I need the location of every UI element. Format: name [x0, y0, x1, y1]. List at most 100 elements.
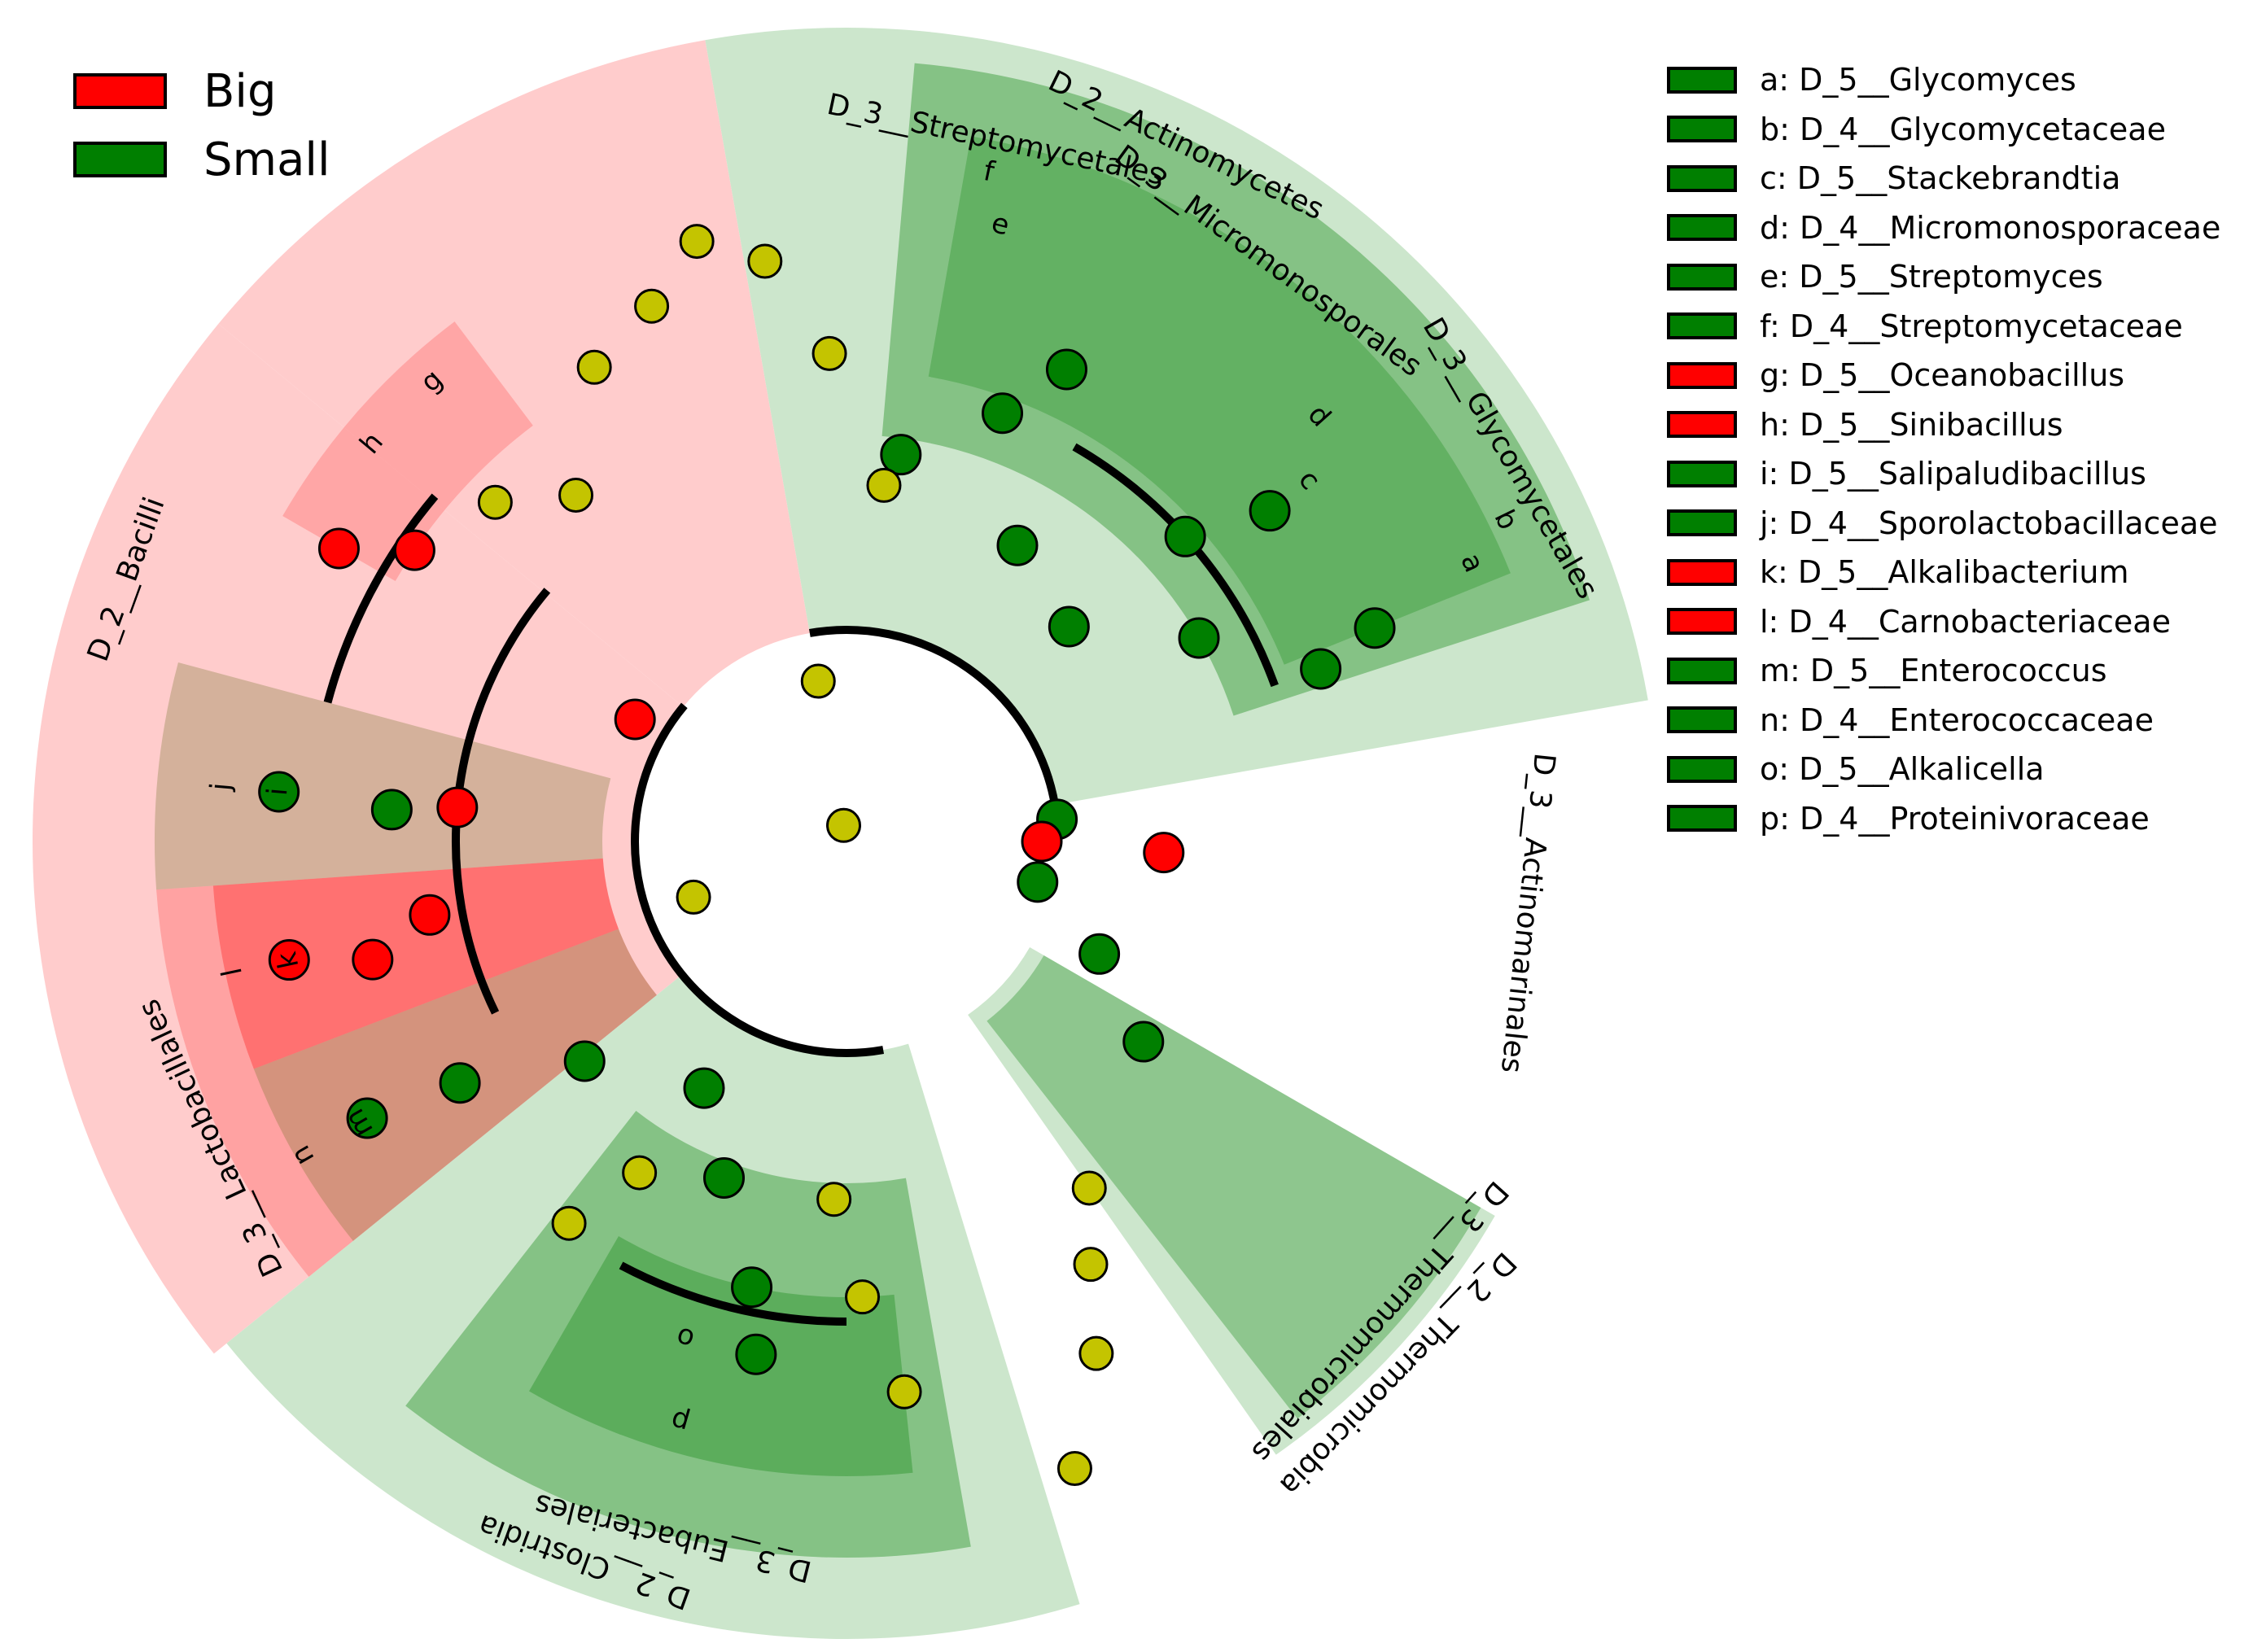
taxa-label-a: a: D_5__Glycomyces — [1760, 62, 2076, 98]
carnobacteriaceae-sector — [212, 858, 619, 1069]
taxa-label-l: l: D_4__Carnobacteriaceae — [1760, 603, 2171, 640]
node-25 — [1249, 490, 1291, 532]
taxa-swatch-b — [1667, 116, 1737, 143]
node-42 — [886, 1374, 922, 1409]
taxa-legend-row-d: d: D_4__Micromonosporaceae — [1667, 203, 2220, 253]
node-24 — [1164, 515, 1206, 557]
taxa-swatch-h — [1667, 411, 1737, 439]
node-11 — [477, 484, 513, 520]
taxa-swatch-i — [1667, 460, 1737, 487]
taxa-legend-row-o: o: D_5__Alkalicella — [1667, 745, 2220, 794]
taxa-legend-row-e: e: D_5__Streptomyces — [1667, 252, 2220, 302]
node-49 — [676, 879, 711, 915]
small-legend-label: Small — [203, 133, 330, 186]
node-27 — [1354, 607, 1396, 649]
taxa-legend-row-p: p: D_4__Proteinivoraceae — [1667, 794, 2220, 844]
taxa-swatch-f — [1667, 312, 1737, 340]
thermomicrobia-order-sector — [986, 955, 1481, 1419]
taxa-legend-row-l: l: D_4__Carnobacteriaceae — [1667, 597, 2220, 647]
sporolactobacillaceae-sector — [154, 662, 611, 890]
node-37 — [1073, 1247, 1109, 1283]
node-51 — [826, 807, 862, 843]
taxa-swatch-a — [1667, 66, 1737, 94]
bacillaceae-sector — [282, 321, 533, 581]
group-legend: Big Small — [73, 57, 330, 194]
taxa-swatch-o — [1667, 755, 1737, 783]
taxa-label-p: p: D_4__Proteinivoraceae — [1760, 800, 2150, 837]
actinomycetes-family-sector — [928, 136, 1511, 665]
node-46 — [735, 1333, 777, 1375]
group-legend-small: Small — [73, 125, 330, 194]
big-swatch — [73, 73, 167, 109]
taxa-label-c: c: D_5__Stackebrandtia — [1760, 160, 2121, 197]
taxa-label-o: o: D_5__Alkalicella — [1760, 751, 2045, 788]
node-26 — [1300, 648, 1342, 690]
taxa-swatch-g — [1667, 361, 1737, 389]
node-39 — [1056, 1451, 1092, 1487]
node-40 — [816, 1182, 852, 1217]
taxa-legend-row-g: g: D_5__Oceanobacillus — [1667, 351, 2220, 400]
node-44 — [703, 1156, 746, 1199]
node-47 — [622, 1155, 658, 1191]
node-22 — [1045, 348, 1087, 391]
node-35 — [1143, 832, 1185, 874]
taxa-legend-row-a: a: D_5__Glycomyces — [1667, 55, 2220, 105]
big-sector — [218, 40, 810, 707]
node-3 — [352, 938, 394, 981]
clostridia-order-sector — [405, 1110, 971, 1558]
node-38 — [1078, 1335, 1114, 1371]
backbone-arc-clostridia — [619, 1261, 847, 1326]
node-0 — [614, 698, 656, 741]
clade-label-6: D_3__Actinomarinales — [1494, 751, 1561, 1074]
taxa-legend: a: D_5__Glycomyces b: D_4__Glycomycetacea… — [1667, 55, 2220, 843]
taxa-swatch-l — [1667, 608, 1737, 636]
node-18 — [1048, 605, 1090, 648]
node-45 — [731, 1266, 773, 1309]
taxa-legend-row-m: m: D_5__Enterococcus — [1667, 646, 2220, 696]
taxa-legend-row-c: c: D_5__Stackebrandtia — [1667, 154, 2220, 203]
node-36 — [1071, 1170, 1107, 1206]
taxa-swatch-e — [1667, 263, 1737, 291]
node-4 — [268, 939, 310, 981]
taxa-label-m: m: D_5__Enterococcus — [1760, 653, 2107, 689]
taxa-swatch-d — [1667, 214, 1737, 242]
taxa-swatch-n — [1667, 706, 1737, 734]
node-20 — [880, 434, 922, 476]
node-31 — [747, 243, 783, 279]
node-41 — [845, 1279, 881, 1315]
backbone-arc-bacillales — [323, 493, 439, 704]
taxa-label-n: n: D_4__Enterococcaceae — [1760, 701, 2154, 738]
taxa-legend-row-b: b: D_4__Glycomycetaceae — [1667, 105, 2220, 155]
node-15 — [393, 529, 435, 571]
small-sector — [705, 28, 1648, 805]
node-50 — [800, 663, 836, 699]
taxa-swatch-j — [1667, 509, 1737, 537]
node-48 — [551, 1205, 587, 1241]
small-swatch — [73, 142, 167, 177]
node-19 — [996, 524, 1039, 566]
taxa-label-k: k: D_5__Alkalibacterium — [1760, 554, 2129, 591]
node-6 — [439, 1062, 481, 1104]
taxon-letter-i: i — [261, 786, 295, 797]
clade-sectors — [32, 28, 1648, 1639]
node-16 — [317, 527, 360, 570]
node-34 — [1122, 1020, 1165, 1063]
taxa-swatch-m — [1667, 657, 1737, 684]
taxa-legend-row-j: j: D_4__Sporolactobacillaceae — [1667, 499, 2220, 548]
taxa-label-j: j: D_4__Sporolactobacillaceae — [1760, 505, 2218, 541]
taxa-label-g: g: D_5__Oceanobacillus — [1760, 357, 2125, 394]
taxa-swatch-c — [1667, 164, 1737, 192]
taxa-swatch-k — [1667, 558, 1737, 586]
node-9 — [258, 771, 300, 813]
node-10 — [558, 477, 594, 513]
clostridia-family-sector — [529, 1235, 913, 1476]
node-12 — [576, 349, 612, 385]
node-30 — [811, 335, 847, 371]
actinomycetes-inner-sector — [881, 63, 1590, 716]
node-8 — [370, 789, 413, 831]
taxa-label-b: b: D_4__Glycomycetaceae — [1760, 111, 2166, 147]
node-23 — [1178, 617, 1220, 659]
big-legend-label: Big — [203, 64, 277, 118]
node-43 — [683, 1067, 725, 1109]
